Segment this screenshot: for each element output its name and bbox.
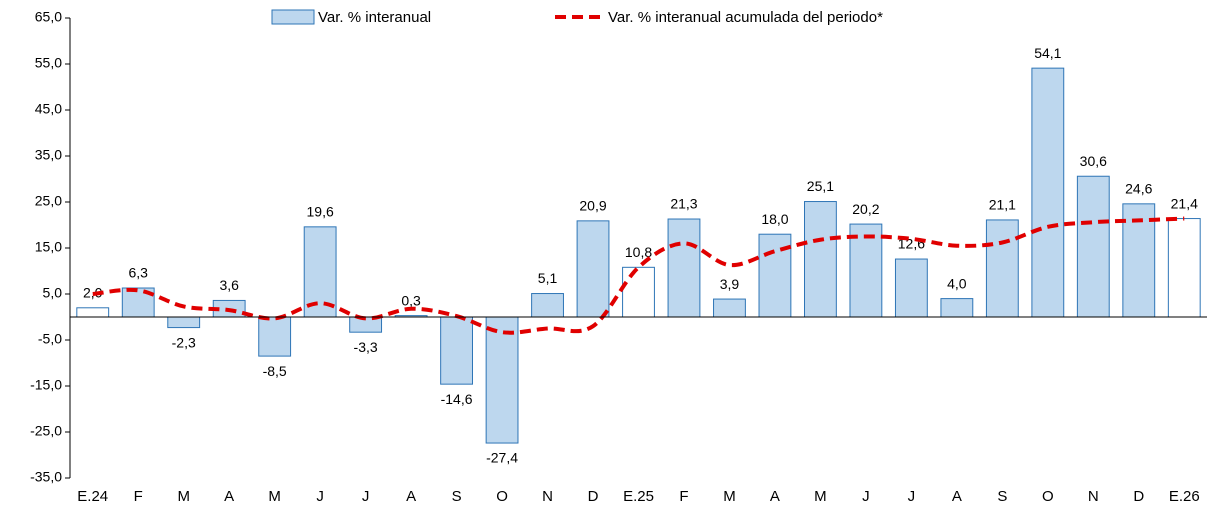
bar bbox=[940, 298, 974, 318]
bar bbox=[167, 316, 201, 329]
value-label: 21,4 bbox=[1171, 195, 1198, 211]
bar bbox=[303, 226, 337, 318]
x-tick-label: O bbox=[496, 488, 508, 505]
x-tick-label: N bbox=[542, 488, 553, 505]
bar bbox=[667, 218, 701, 318]
value-label: -27,4 bbox=[486, 450, 518, 466]
value-label: 5,1 bbox=[538, 270, 558, 286]
y-tick-label: 65,0 bbox=[35, 9, 62, 25]
x-tick-label: F bbox=[679, 488, 688, 505]
legend-swatch bbox=[271, 9, 315, 25]
legend-label: Var. % interanual bbox=[318, 9, 431, 26]
value-label: 4,0 bbox=[947, 275, 967, 291]
y-tick-label: -15,0 bbox=[30, 377, 62, 393]
line bbox=[92, 216, 1185, 335]
y-tick-label: -25,0 bbox=[30, 423, 62, 439]
value-label: -14,6 bbox=[441, 391, 473, 407]
value-label: 20,2 bbox=[852, 201, 879, 217]
x-tick-label: A bbox=[952, 488, 962, 505]
x-tick-label: D bbox=[588, 488, 599, 505]
x-tick-label: A bbox=[224, 488, 234, 505]
x-tick-label: A bbox=[406, 488, 416, 505]
value-label: 6,3 bbox=[128, 265, 148, 281]
x-tick-label: J bbox=[362, 488, 370, 505]
value-label: -3,3 bbox=[354, 339, 378, 355]
bar bbox=[485, 316, 519, 444]
bar bbox=[804, 201, 837, 318]
bar bbox=[76, 307, 110, 318]
value-label: -8,5 bbox=[263, 363, 287, 379]
bar bbox=[440, 316, 473, 385]
value-label: 0,3 bbox=[401, 292, 421, 308]
bar bbox=[894, 258, 928, 318]
bar bbox=[622, 266, 655, 318]
value-label: 21,3 bbox=[670, 196, 697, 212]
value-label: 25,1 bbox=[807, 178, 834, 194]
y-tick-label: -5,0 bbox=[38, 331, 62, 347]
bar bbox=[258, 316, 292, 357]
x-tick-label: E.25 bbox=[623, 488, 654, 505]
bar bbox=[713, 298, 746, 318]
x-tick-label: M bbox=[814, 488, 827, 505]
bar bbox=[576, 220, 610, 318]
x-tick-label: M bbox=[177, 488, 190, 505]
y-tick-label: 55,0 bbox=[35, 55, 62, 71]
x-tick-label: N bbox=[1088, 488, 1099, 505]
value-label: 21,1 bbox=[989, 197, 1016, 213]
y-tick-label: 35,0 bbox=[35, 147, 62, 163]
x-tick-label: S bbox=[452, 488, 462, 505]
value-label: 24,6 bbox=[1125, 181, 1152, 197]
x-tick-label: D bbox=[1133, 488, 1144, 505]
bar bbox=[531, 293, 564, 318]
value-label: 20,9 bbox=[579, 198, 606, 214]
x-tick-label: E.24 bbox=[77, 488, 108, 505]
x-tick-label: F bbox=[134, 488, 143, 505]
x-tick-label: S bbox=[997, 488, 1007, 505]
x-tick-label: O bbox=[1042, 488, 1054, 505]
bar bbox=[1031, 67, 1065, 318]
value-label: 3,9 bbox=[720, 276, 740, 292]
x-tick-label: J bbox=[316, 488, 324, 505]
y-tick-label: 15,0 bbox=[35, 239, 62, 255]
legend-label: Var. % interanual acumulada del periodo* bbox=[608, 9, 883, 26]
bar bbox=[849, 223, 883, 318]
x-tick-label: M bbox=[268, 488, 281, 505]
bar bbox=[985, 219, 1019, 318]
value-label: -2,3 bbox=[172, 334, 196, 350]
value-label: 19,6 bbox=[307, 204, 334, 220]
y-tick-label: 25,0 bbox=[35, 193, 62, 209]
bar bbox=[1167, 218, 1201, 318]
value-label: 18,0 bbox=[761, 211, 788, 227]
value-label: 30,6 bbox=[1080, 153, 1107, 169]
x-tick-label: J bbox=[862, 488, 870, 505]
x-tick-label: E.26 bbox=[1169, 488, 1200, 505]
value-label: 54,1 bbox=[1034, 45, 1061, 61]
x-tick-label: A bbox=[770, 488, 780, 505]
y-tick-label: 5,0 bbox=[43, 285, 63, 301]
bar bbox=[1122, 203, 1156, 318]
x-tick-label: M bbox=[723, 488, 736, 505]
x-tick-label: J bbox=[908, 488, 916, 505]
value-label: 10,8 bbox=[625, 244, 652, 260]
y-tick-label: -35,0 bbox=[30, 469, 62, 485]
bar bbox=[1076, 175, 1110, 318]
y-tick-label: 45,0 bbox=[35, 101, 62, 117]
value-label: 3,6 bbox=[219, 277, 239, 293]
